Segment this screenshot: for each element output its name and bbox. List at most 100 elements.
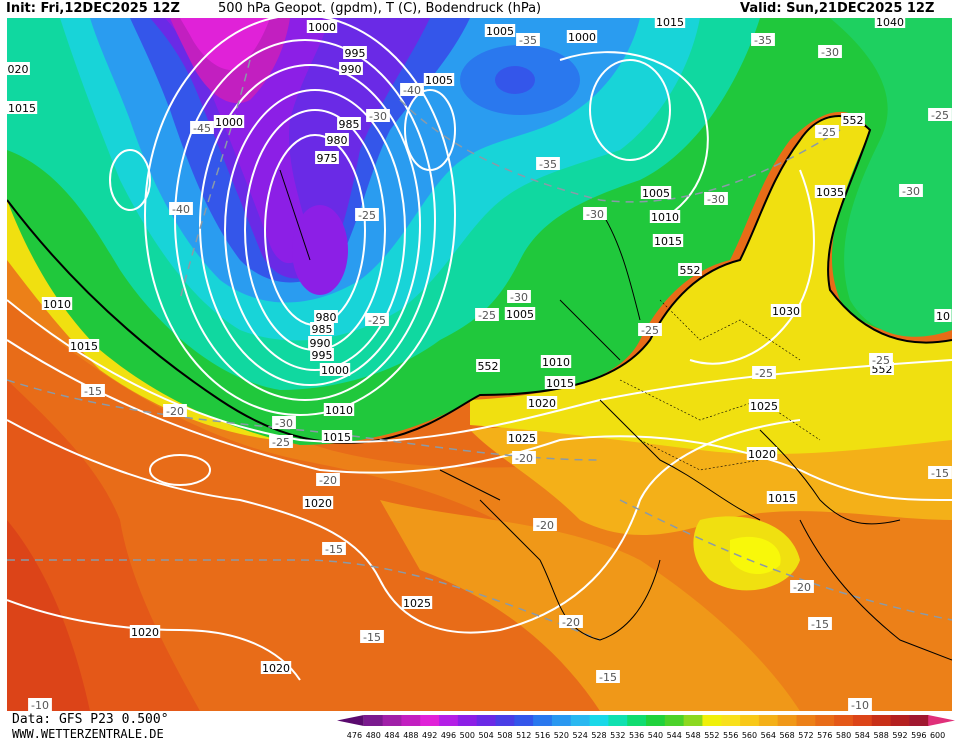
isobar-label: 1020 xyxy=(526,396,558,410)
temperature-label: -25 xyxy=(365,313,389,327)
svg-text:1005: 1005 xyxy=(486,25,514,38)
svg-text:-15: -15 xyxy=(363,631,381,644)
temperature-label: -20 xyxy=(316,473,340,487)
svg-text:-45: -45 xyxy=(193,122,211,135)
isobar-label: 1005 xyxy=(640,186,672,200)
svg-text:10: 10 xyxy=(936,310,950,323)
isobar-label: 1015 xyxy=(7,101,38,115)
svg-text:1015: 1015 xyxy=(70,340,98,353)
legend-value: 548 xyxy=(685,731,700,740)
isobar-label: 552 xyxy=(841,113,865,127)
legend-swatch xyxy=(871,715,892,726)
legend-value: 580 xyxy=(836,731,851,740)
svg-text:-30: -30 xyxy=(707,193,725,206)
temperature-label: -15 xyxy=(322,542,346,556)
temperature-label: -10 xyxy=(848,698,872,711)
legend-value: 584 xyxy=(855,731,870,740)
svg-text:-20: -20 xyxy=(793,581,811,594)
svg-text:1005: 1005 xyxy=(642,187,670,200)
legend-value: 596 xyxy=(911,731,926,740)
legend-swatch xyxy=(476,715,496,726)
isobar-label: 020 xyxy=(7,62,30,76)
temperature-label: -25 xyxy=(269,435,293,449)
legend-value: 496 xyxy=(441,731,456,740)
legend-swatch xyxy=(702,715,722,726)
svg-text:-30: -30 xyxy=(275,417,293,430)
svg-text:1015: 1015 xyxy=(656,18,684,29)
isobar-label: 1010 xyxy=(540,355,572,369)
svg-text:985: 985 xyxy=(339,118,360,131)
temperature-label: -10 xyxy=(28,698,52,711)
isobar-label: 552 xyxy=(678,263,702,277)
legend-swatch xyxy=(890,715,910,726)
svg-text:-25: -25 xyxy=(478,309,496,322)
legend-swatch xyxy=(551,715,572,726)
site-url: WWW.WETTERZENTRALE.DE xyxy=(12,727,164,741)
temperature-label: -15 xyxy=(81,384,105,398)
init-time: Init: Fri,12DEC2025 12Z xyxy=(6,1,180,16)
svg-text:-10: -10 xyxy=(851,699,869,711)
field-548-med xyxy=(730,536,781,575)
svg-text:1015: 1015 xyxy=(546,377,574,390)
map-header: Init: Fri,12DEC2025 12Z 500 hPa Geopot. … xyxy=(0,0,959,18)
isobar-label: 995 xyxy=(343,46,367,60)
svg-text:1035: 1035 xyxy=(816,186,844,199)
legend-swatch xyxy=(495,715,515,726)
legend-value: 564 xyxy=(761,731,776,740)
map-title: 500 hPa Geopot. (gpdm), T (C), Bodendruc… xyxy=(218,1,542,16)
data-source: Data: GFS P23 0.500° xyxy=(12,712,169,727)
isobar-label: 1025 xyxy=(506,431,538,445)
isobar-label: 990 xyxy=(339,62,363,76)
legend-value: 476 xyxy=(347,731,362,740)
svg-text:1000: 1000 xyxy=(215,116,243,129)
svg-text:-25: -25 xyxy=(368,314,386,327)
legend-value: 560 xyxy=(742,731,757,740)
isobar-label: 1020 xyxy=(302,496,334,510)
legend-value: 504 xyxy=(478,731,493,740)
legend-swatch xyxy=(589,715,609,726)
legend-value: 500 xyxy=(460,731,475,740)
field-568 xyxy=(380,500,800,711)
svg-text:-30: -30 xyxy=(369,110,387,123)
svg-text:-15: -15 xyxy=(325,543,343,556)
legend-value: 540 xyxy=(648,731,663,740)
legend-value: 512 xyxy=(516,731,531,740)
svg-text:1015: 1015 xyxy=(768,492,796,505)
field-540-east xyxy=(830,18,952,337)
isobar-label: 1025 xyxy=(401,596,433,610)
legend-value: 492 xyxy=(422,731,437,740)
temperature-label: -20 xyxy=(512,451,536,465)
isobar-label: 1035 xyxy=(814,185,846,199)
legend-swatch xyxy=(683,715,703,726)
svg-text:-35: -35 xyxy=(754,34,772,47)
svg-text:990: 990 xyxy=(310,337,331,350)
svg-text:-40: -40 xyxy=(403,84,421,97)
svg-text:-15: -15 xyxy=(811,618,829,631)
legend-swatch xyxy=(909,715,929,726)
temperature-label: -25 xyxy=(638,323,662,337)
svg-text:1020: 1020 xyxy=(748,448,776,461)
isobar-label: 1025 xyxy=(748,399,780,413)
svg-text:020: 020 xyxy=(8,63,29,76)
isobar-label: 1000 xyxy=(566,30,598,44)
isobar-label: 1015 xyxy=(654,18,686,29)
isobar-label: 990 xyxy=(308,336,332,350)
isobar-label: 1000 xyxy=(213,115,245,129)
legend-swatch xyxy=(758,715,779,726)
legend-swatch xyxy=(514,715,534,726)
temperature-label: -15 xyxy=(360,630,384,644)
legend-swatch xyxy=(646,715,666,726)
legend-swatch xyxy=(928,715,955,726)
svg-text:-15: -15 xyxy=(931,467,949,480)
svg-text:-25: -25 xyxy=(358,209,376,222)
temperature-label: -40 xyxy=(169,202,193,216)
svg-text:995: 995 xyxy=(345,47,366,60)
legend-swatch xyxy=(852,715,873,726)
temperature-label: -30 xyxy=(507,290,531,304)
temperature-label: -15 xyxy=(928,466,952,480)
svg-text:552: 552 xyxy=(843,114,864,127)
isobar-label: 1030 xyxy=(770,304,802,318)
isobar-label: 1010 xyxy=(41,297,73,311)
legend-value: 572 xyxy=(798,731,813,740)
